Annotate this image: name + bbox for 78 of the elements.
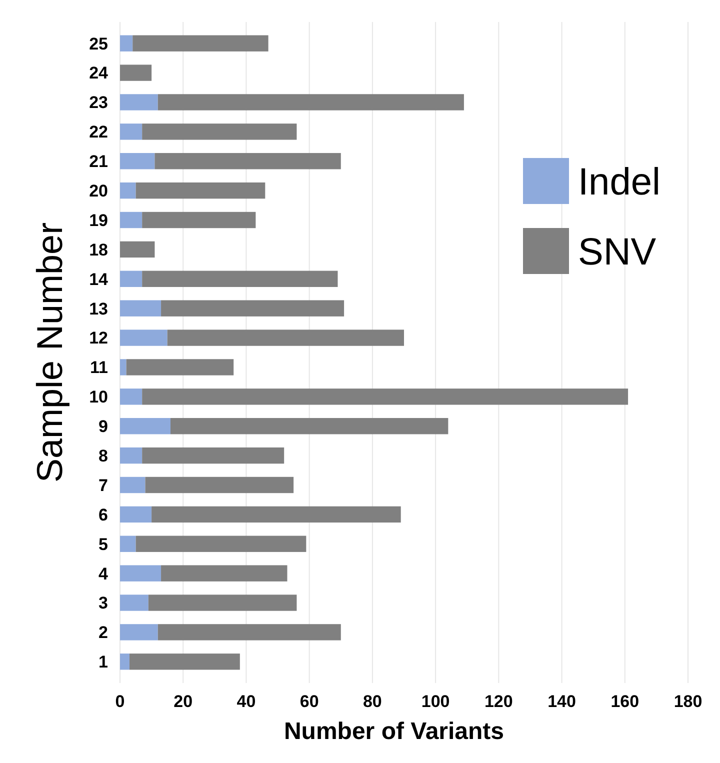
bar <box>129 654 240 670</box>
y-axis-title: Sample Number <box>29 222 70 483</box>
bar <box>120 153 155 170</box>
y-tick-label: 2 <box>98 623 108 642</box>
x-axis-title: Number of Variants <box>284 718 504 745</box>
x-tick-label: 60 <box>300 692 319 711</box>
legend-label: Indel <box>578 161 660 204</box>
bar <box>120 594 148 611</box>
bar <box>120 241 155 258</box>
y-tick-label: 1 <box>98 652 108 672</box>
bar <box>120 447 142 464</box>
bar <box>167 330 404 346</box>
bar <box>120 388 142 405</box>
bar <box>154 153 341 170</box>
bar <box>120 536 136 552</box>
bar <box>142 270 338 287</box>
y-tick-label: 18 <box>89 240 108 260</box>
y-tick-label: 4 <box>98 564 109 584</box>
bar <box>120 418 170 434</box>
y-tick-label: 11 <box>90 358 108 378</box>
y-tick-label: 3 <box>98 594 108 613</box>
bar <box>120 654 130 670</box>
x-tick-label: 20 <box>174 692 193 711</box>
bar <box>170 418 448 434</box>
bar <box>120 359 126 376</box>
x-tick-label: 180 <box>674 692 702 711</box>
bar <box>161 300 344 316</box>
bar <box>161 565 288 582</box>
bar <box>120 300 162 316</box>
bar <box>120 94 158 110</box>
y-tick-label: 22 <box>89 122 108 142</box>
bar <box>142 124 297 140</box>
x-tick-label: 80 <box>362 692 382 711</box>
y-tick-label: 19 <box>89 210 108 230</box>
bar <box>158 94 464 110</box>
y-tick-label: 21 <box>89 152 108 172</box>
y-tick-label: 24 <box>89 64 109 83</box>
bar <box>152 506 401 523</box>
bar <box>120 212 142 228</box>
bar <box>148 594 297 611</box>
bar <box>158 624 341 640</box>
bar <box>136 536 306 552</box>
y-tick-label: 20 <box>89 182 108 201</box>
y-tick-label: 7 <box>98 476 108 495</box>
bar <box>142 212 256 228</box>
bar <box>120 270 142 287</box>
y-tick-label: 13 <box>89 299 108 318</box>
x-tick-label: 100 <box>421 692 450 711</box>
y-tick-label: 23 <box>89 93 108 112</box>
x-tick-label: 0 <box>115 692 125 711</box>
y-tick-label: 10 <box>89 388 108 407</box>
bar <box>120 35 133 52</box>
y-tick-label: 5 <box>98 534 108 554</box>
bar <box>120 182 136 199</box>
bar <box>120 565 162 582</box>
bar <box>136 182 266 199</box>
bar <box>120 624 158 640</box>
bar <box>120 124 142 140</box>
x-tick-label: 120 <box>484 692 513 711</box>
bar <box>145 476 294 494</box>
bar <box>126 359 234 376</box>
legend-label: SNV <box>578 231 657 274</box>
bar <box>142 388 628 405</box>
bar <box>120 64 152 81</box>
bar <box>120 330 168 346</box>
y-tick-label: 25 <box>89 34 108 54</box>
x-tick-label: 160 <box>610 692 640 711</box>
y-tick-label: 6 <box>98 505 108 524</box>
y-tick-label: 8 <box>98 446 108 466</box>
bar <box>120 506 152 523</box>
x-tick-label: 40 <box>236 692 256 711</box>
y-tick-label: 9 <box>98 417 108 436</box>
y-tick-label: 12 <box>89 328 108 348</box>
y-tick-label: 14 <box>89 270 109 289</box>
x-tick-label: 140 <box>548 692 576 711</box>
bar <box>120 476 146 494</box>
bar <box>142 447 284 464</box>
bar <box>132 35 268 52</box>
